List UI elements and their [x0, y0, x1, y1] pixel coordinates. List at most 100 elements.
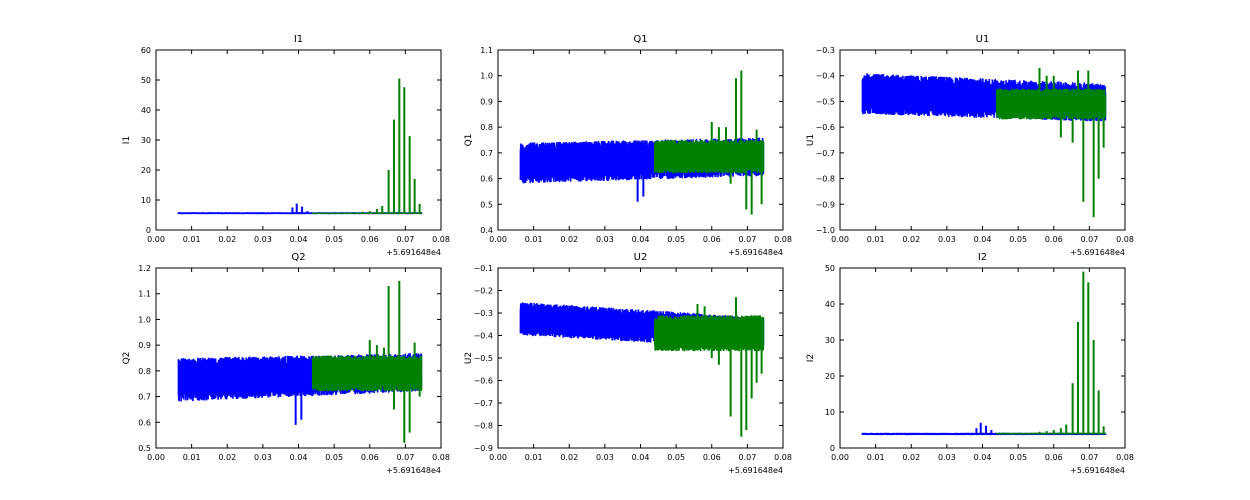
- y-tick-label: 1.0: [138, 315, 151, 324]
- x-tick-label: 0.00: [831, 453, 849, 462]
- plot-area: [519, 70, 765, 215]
- x-tick-label: 0.01: [867, 453, 885, 462]
- y-tick-label: −0.8: [816, 175, 835, 184]
- x-offset-label: +5.691648e4: [728, 466, 783, 475]
- x-tick-label: 0.08: [432, 453, 450, 462]
- x-offset-label: +5.691648e4: [386, 248, 441, 257]
- subplot-3: 0.00 0.01 0.02 0.03 0.04 0.05 0.06 0.07 0.08 0.5 0…: [122, 252, 450, 475]
- y-tick-label: −0.9: [474, 444, 493, 453]
- x-offset-label: +5.691648e4: [386, 466, 441, 475]
- series-1-trace: [995, 432, 1107, 435]
- y-axis-label: U1: [806, 134, 816, 146]
- y-tick-label: 0.4: [480, 226, 493, 235]
- x-tick-label: 0.01: [525, 453, 543, 462]
- x-tick-label: 0.05: [1009, 453, 1027, 462]
- x-tick-label: 0.04: [632, 235, 650, 244]
- x-tick-label: 0.02: [218, 453, 236, 462]
- x-offset-label: +5.691648e4: [1070, 248, 1125, 257]
- y-tick-label: 0.5: [138, 444, 151, 453]
- x-tick-label: 0.00: [489, 453, 507, 462]
- x-tick-label: 0.06: [361, 235, 379, 244]
- y-tick-label: 10: [141, 196, 151, 205]
- x-tick-label: 0.07: [738, 453, 756, 462]
- x-tick-label: 0.06: [361, 453, 379, 462]
- x-tick-label: 0.05: [325, 453, 343, 462]
- y-tick-label: 0: [146, 226, 151, 235]
- x-tick-label: 0.00: [147, 235, 165, 244]
- x-tick-label: 0.04: [290, 453, 308, 462]
- x-tick-label: 0.03: [596, 453, 614, 462]
- y-tick-label: 0.8: [138, 367, 151, 376]
- chart-title: U2: [634, 252, 648, 263]
- y-tick-label: 0.5: [480, 200, 493, 209]
- y-tick-label: −0.6: [816, 123, 835, 132]
- subplot-0: 0.00 0.01 0.02 0.03 0.04 0.05 0.06 0.07 0.08 0 10 2…: [122, 34, 450, 257]
- y-tick-label: −0.3: [816, 46, 835, 55]
- y-tick-label: −0.2: [474, 287, 493, 296]
- subplot-2: 0.00 0.01 0.02 0.03 0.04 0.05 0.06 0.07 0.08 −1.0…: [806, 34, 1134, 257]
- x-tick-label: 0.03: [938, 453, 956, 462]
- y-tick-label: 1.1: [138, 290, 151, 299]
- y-tick-label: 0.8: [480, 123, 493, 132]
- subplot-1: 0.00 0.01 0.02 0.03 0.04 0.05 0.06 0.07 0.08 0.4 0…: [464, 34, 792, 257]
- x-tick-label: 0.04: [632, 453, 650, 462]
- series-1-trace: [311, 212, 423, 215]
- plot-area: [861, 68, 1107, 218]
- y-tick-label: −0.7: [474, 399, 493, 408]
- x-tick-label: 0.08: [774, 453, 792, 462]
- y-tick-label: 0.7: [138, 393, 151, 402]
- y-tick-label: 0.9: [138, 341, 151, 350]
- x-tick-label: 0.01: [525, 235, 543, 244]
- y-tick-label: −0.4: [474, 332, 493, 341]
- y-tick-label: 0: [830, 444, 835, 453]
- y-tick-label: −1.0: [816, 226, 835, 235]
- y-axis-label: I2: [806, 354, 816, 362]
- plot-area: [519, 297, 765, 437]
- y-tick-label: 0.6: [138, 418, 151, 427]
- y-tick-label: 50: [825, 264, 835, 273]
- chart-title: Q1: [633, 34, 647, 45]
- x-tick-label: 0.07: [738, 235, 756, 244]
- y-tick-label: 60: [141, 46, 151, 55]
- x-tick-label: 0.07: [396, 235, 414, 244]
- y-tick-label: 40: [141, 106, 151, 115]
- x-tick-label: 0.03: [254, 235, 272, 244]
- x-tick-label: 0.06: [1045, 235, 1063, 244]
- x-tick-label: 0.05: [325, 235, 343, 244]
- x-tick-label: 0.08: [1116, 235, 1134, 244]
- x-tick-label: 0.01: [183, 453, 201, 462]
- x-tick-label: 0.05: [667, 235, 685, 244]
- y-tick-label: 0.9: [480, 97, 493, 106]
- subplot-4: 0.00 0.01 0.02 0.03 0.04 0.05 0.06 0.07 0.08 −0.9…: [464, 252, 792, 475]
- subplot-5: 0.00 0.01 0.02 0.03 0.04 0.05 0.06 0.07 0.08 0 10 2…: [806, 252, 1134, 475]
- y-tick-label: 0.6: [480, 175, 493, 184]
- x-tick-label: 0.01: [183, 235, 201, 244]
- x-tick-label: 0.02: [218, 235, 236, 244]
- y-axis-label: Q2: [122, 352, 132, 365]
- x-tick-label: 0.06: [1045, 453, 1063, 462]
- y-tick-label: 1.1: [480, 46, 493, 55]
- plot-area: [177, 78, 423, 215]
- x-tick-label: 0.02: [560, 453, 578, 462]
- axes-background: [156, 50, 441, 230]
- y-tick-label: 30: [825, 336, 835, 345]
- y-tick-label: −0.7: [816, 149, 835, 158]
- x-tick-label: 0.04: [974, 453, 992, 462]
- chart-title: Q2: [291, 252, 305, 263]
- y-tick-label: 20: [825, 372, 835, 381]
- x-tick-label: 0.01: [867, 235, 885, 244]
- x-tick-label: 0.02: [902, 453, 920, 462]
- x-tick-label: 0.07: [396, 453, 414, 462]
- y-axis-label: I1: [122, 136, 132, 144]
- y-tick-label: −0.8: [474, 422, 493, 431]
- y-tick-label: −0.5: [816, 97, 835, 106]
- x-tick-label: 0.07: [1080, 235, 1098, 244]
- y-tick-label: −0.1: [474, 264, 493, 273]
- y-tick-label: −0.5: [474, 354, 493, 363]
- plot-area: [861, 271, 1107, 436]
- y-axis-label: Q1: [464, 134, 474, 147]
- x-offset-label: +5.691648e4: [1070, 466, 1125, 475]
- y-tick-label: 1.0: [480, 72, 493, 81]
- y-axis-label: U2: [464, 352, 474, 364]
- y-tick-label: 10: [825, 408, 835, 417]
